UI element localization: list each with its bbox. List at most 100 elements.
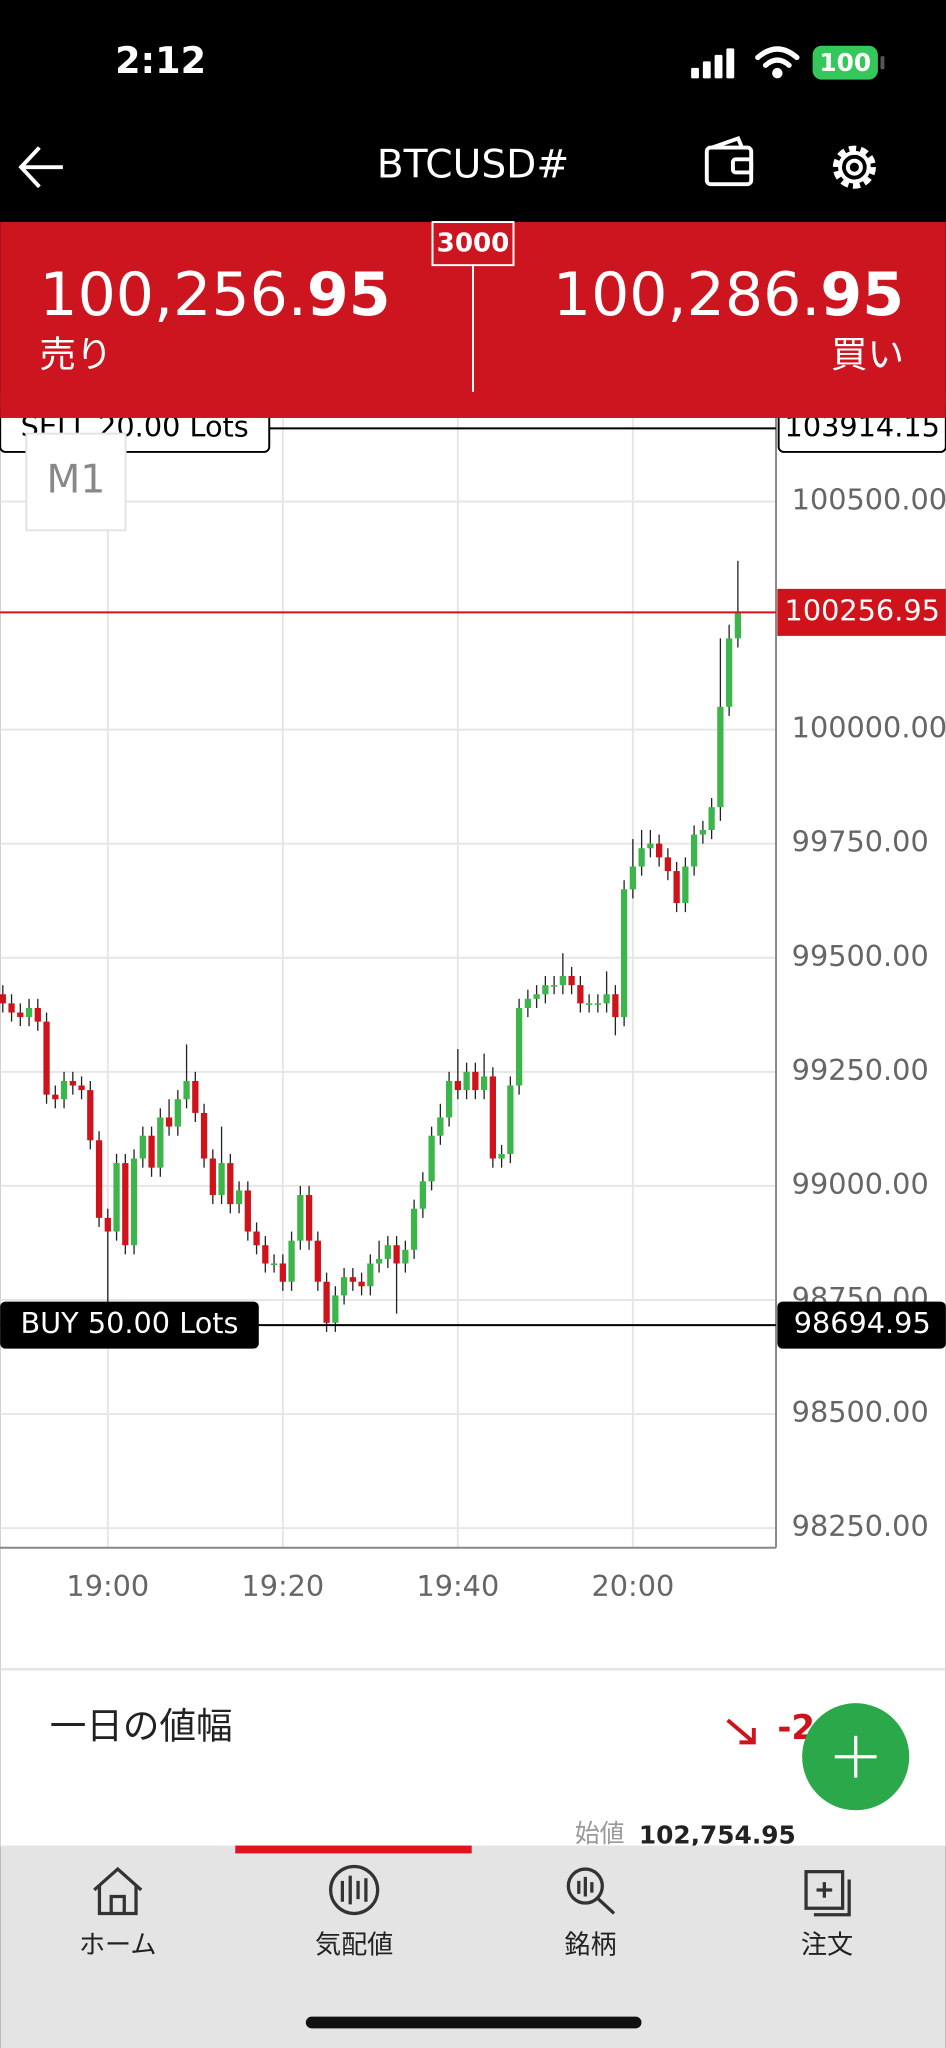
candle-body <box>542 985 549 995</box>
status-time: 2:12 <box>115 39 206 82</box>
candle-body <box>620 889 628 1018</box>
candle-body <box>498 1153 505 1159</box>
y-tick-label: 100000.00 <box>792 711 946 745</box>
nav-tab-label[interactable]: 注文 <box>801 1931 853 1961</box>
candle-body <box>533 994 540 999</box>
candle-body <box>87 1090 94 1141</box>
candle-body <box>454 1080 461 1091</box>
battery <box>812 45 878 80</box>
candle-body <box>585 1003 593 1005</box>
candle-body <box>113 1163 120 1232</box>
candle-body <box>279 1263 286 1282</box>
candle-body <box>209 1158 216 1196</box>
wifi-icon <box>755 46 800 79</box>
candle-body <box>655 843 663 858</box>
last-price-box <box>777 588 946 636</box>
symbol-title: BTCUSD# <box>377 143 569 188</box>
candle-body <box>594 1003 601 1005</box>
candle-body <box>139 1135 146 1159</box>
candle-body <box>612 994 619 1018</box>
back-button[interactable] <box>18 146 63 189</box>
buy-price[interactable]: 100,286.95 <box>553 259 904 329</box>
battery-cap <box>880 56 885 70</box>
candle-body <box>507 1085 514 1154</box>
home-icon <box>93 1866 143 1916</box>
candle-body <box>717 706 724 808</box>
y-tick-label: 99750.00 <box>792 825 929 859</box>
candle-body <box>358 1281 365 1287</box>
candle-body <box>428 1135 435 1182</box>
add-icon <box>834 1735 877 1778</box>
sell-price[interactable]: 100,256.95 <box>39 259 390 329</box>
candle-body <box>8 1003 15 1013</box>
candle-body <box>445 1080 453 1118</box>
order-icon-detail <box>813 1879 851 1917</box>
sell-price-bold: 95 <box>307 259 391 329</box>
candle-body <box>699 829 707 835</box>
candle-body <box>235 1190 243 1205</box>
search-icon-detail <box>577 1876 616 1915</box>
timeframe-box[interactable] <box>25 432 127 532</box>
candle-body <box>157 1117 164 1168</box>
candle-body <box>340 1277 348 1296</box>
candle-body <box>104 1217 111 1232</box>
candle-body <box>559 976 566 986</box>
spread-box <box>431 221 515 267</box>
sell-label: 売り <box>39 333 112 376</box>
candle-body <box>568 976 575 986</box>
candle-body <box>270 1263 278 1266</box>
candle-body <box>349 1277 356 1282</box>
y-tick-label: 98500.00 <box>792 1395 929 1429</box>
timeframe: M1 <box>47 457 106 502</box>
nav-tab-label[interactable]: 気配値 <box>315 1931 393 1961</box>
nav-icons <box>93 1864 851 1917</box>
active-indicator <box>235 1845 472 1854</box>
candle-body <box>690 834 698 867</box>
candle-body <box>148 1135 155 1168</box>
last-price-label: 100256.95 <box>785 593 940 627</box>
candle-body <box>384 1245 391 1259</box>
candle-body <box>489 1076 496 1159</box>
candle-body <box>480 1076 488 1091</box>
candle-body <box>52 1094 59 1100</box>
candle-body <box>332 1295 339 1323</box>
search-icon <box>566 1867 604 1905</box>
candle-body <box>682 866 689 904</box>
candle-body <box>314 1240 321 1282</box>
quotes-icon-bars <box>340 1875 368 1905</box>
settings-button[interactable] <box>832 145 876 189</box>
candle-body <box>174 1099 181 1127</box>
position-label[interactable]: BUY 50.00 Lots <box>20 1306 238 1340</box>
candle-body <box>673 871 680 904</box>
candle-body <box>17 1012 24 1018</box>
x-tick-label: 20:00 <box>591 1569 674 1603</box>
buy-price-bold: 95 <box>820 259 904 329</box>
candle-body <box>34 1007 41 1022</box>
candle-body <box>577 985 584 1004</box>
x-tick-label: 19:00 <box>66 1569 149 1603</box>
candle-body <box>375 1258 383 1264</box>
y-tick-label: 98250.00 <box>792 1509 929 1543</box>
tabs: ホーム 気配値 銘柄 注文 <box>79 1931 853 1961</box>
candle-body <box>323 1281 330 1323</box>
candle-body <box>122 1163 129 1246</box>
candle-body <box>200 1112 208 1159</box>
buy-price-main: 100,286. <box>553 259 821 329</box>
candle-body <box>95 1140 103 1218</box>
candle-body <box>524 998 531 1008</box>
candle-body <box>734 612 742 639</box>
candle-body <box>288 1240 295 1282</box>
y-tick-label: 99250.00 <box>792 1053 929 1087</box>
candle-body <box>629 866 637 890</box>
down-arrow <box>726 1718 756 1745</box>
order-icon <box>804 1870 845 1910</box>
wallet-button[interactable] <box>704 135 754 187</box>
nav-tab-label[interactable]: 銘柄 <box>564 1931 616 1961</box>
sell-price-main: 100,256. <box>39 259 307 329</box>
candle-body <box>647 843 654 849</box>
candle-body <box>192 1080 199 1113</box>
candle-body <box>410 1208 418 1250</box>
nav-tab-label[interactable]: ホーム <box>79 1931 157 1961</box>
candle-body <box>227 1163 234 1205</box>
candle-body <box>25 1007 33 1018</box>
